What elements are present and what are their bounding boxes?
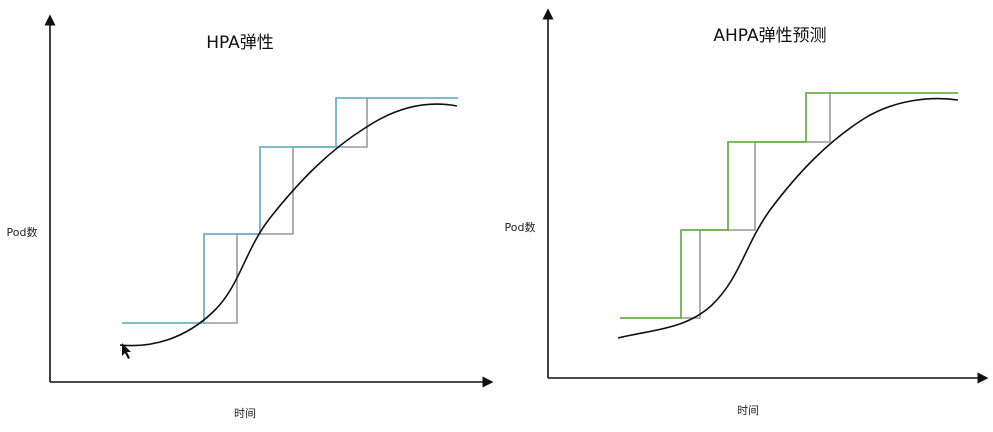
cursor [122,343,131,359]
load-curve [617,97,959,339]
ahpa-step [620,92,958,319]
load-curve [119,103,458,347]
x-label: 时间 [234,407,256,420]
actual-step [681,93,831,319]
panel-ahpa: AHPA弹性预测 Pod数 时间 [505,8,989,417]
panel-hpa: HPA弹性 Pod数 时间 [7,14,494,420]
panel-title: HPA弹性 [206,33,274,53]
x-label: 时间 [737,404,759,417]
y-label: Pod数 [7,226,38,239]
actual-step [204,98,368,324]
y-label: Pod数 [505,221,536,234]
hpa-step [122,97,458,324]
panel-title: AHPA弹性预测 [713,26,826,46]
